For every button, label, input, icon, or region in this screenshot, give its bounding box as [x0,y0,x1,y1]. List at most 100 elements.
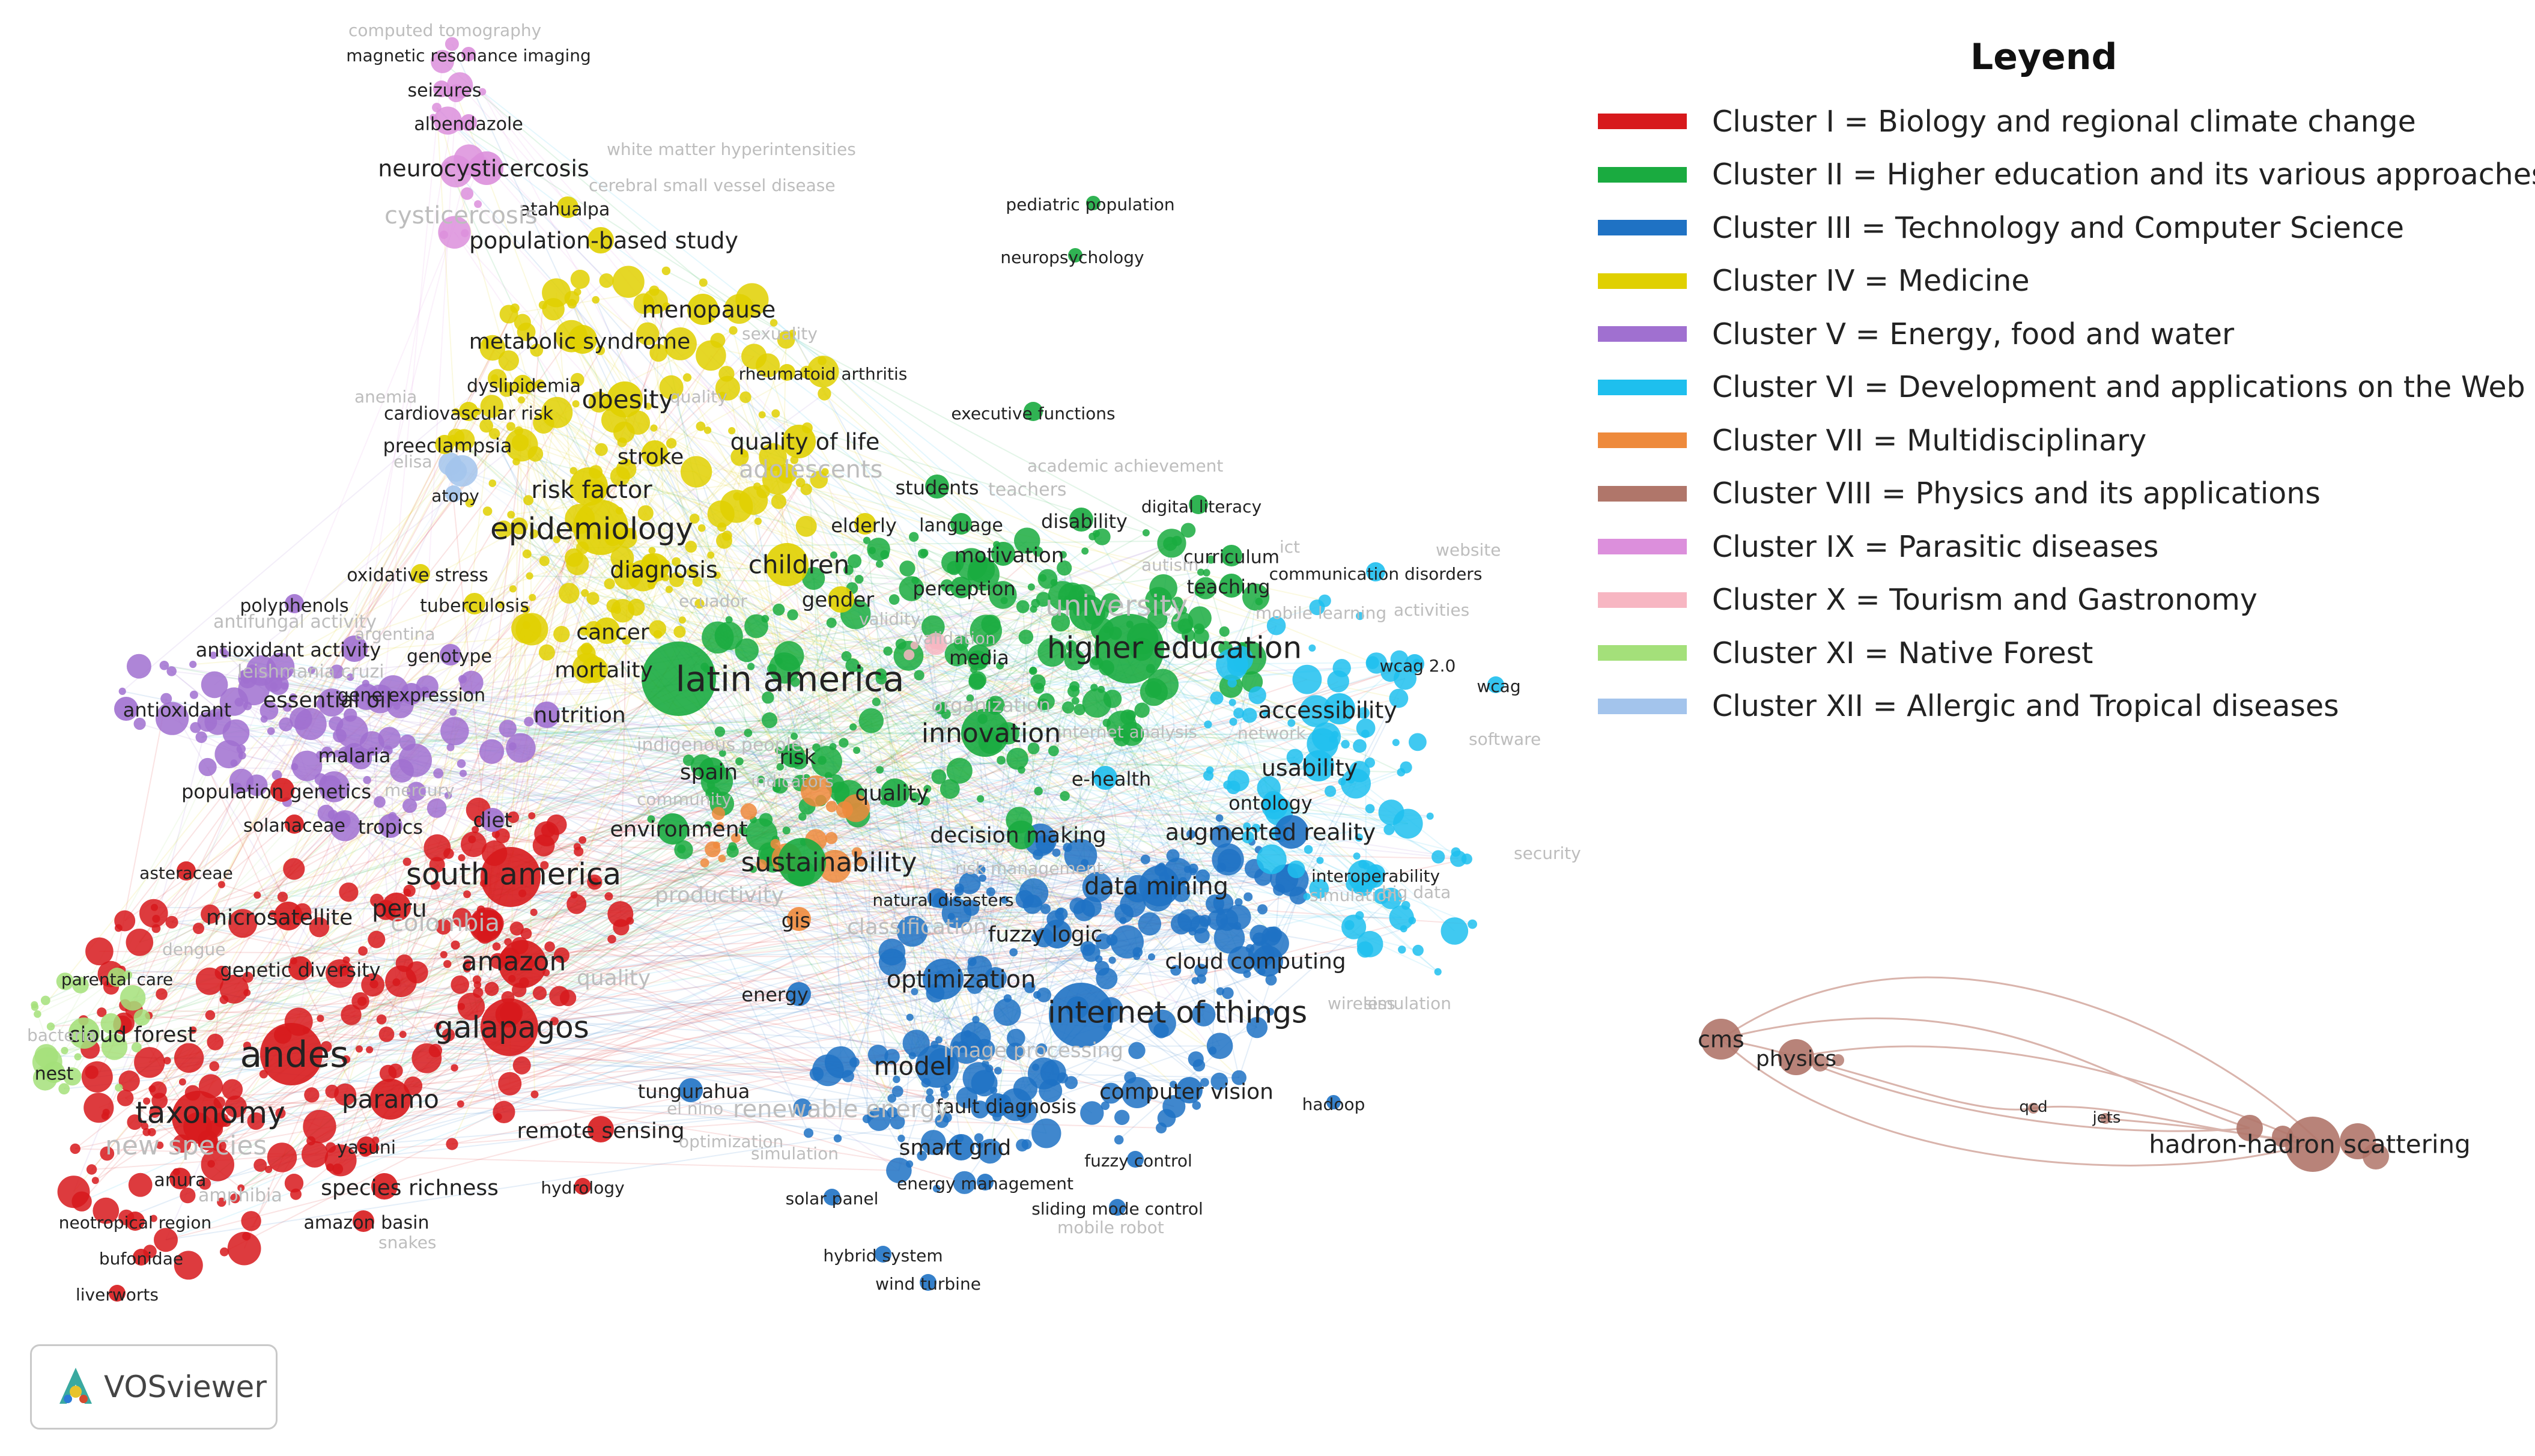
link [182,926,320,1082]
bubble [599,273,614,288]
link [482,91,796,682]
link [407,720,770,744]
bubble [685,541,697,553]
keyword-bubble [765,543,809,586]
keyword-label: smart grid [899,1136,1012,1160]
faint-label: network [1237,723,1306,743]
bubble [932,1185,941,1193]
bubble [565,548,583,567]
bubble [1027,742,1040,754]
bubble [461,831,487,857]
bubble [283,858,305,880]
bubble [1389,688,1409,708]
bubble [856,857,866,867]
bubble [1180,523,1196,538]
keyword-label: accessibility [1258,697,1397,723]
bubble [282,702,292,712]
bubble-cms [1701,1019,1741,1060]
bubble [1048,745,1059,756]
bubble [530,529,539,538]
keyword-bubble [433,80,450,97]
bubble [977,795,985,802]
keyword-label: energy management [897,1174,1073,1194]
keyword-bubble [260,1023,323,1085]
bubble [1188,1051,1204,1067]
bubble [771,409,780,418]
faint-label: anemia [354,387,417,407]
keyword-bubble [1109,1199,1126,1216]
bubble [610,546,634,570]
keyword-bubble [411,564,430,583]
bubble [739,391,751,403]
keyword-label: energy [741,983,809,1006]
bubble [243,989,251,996]
bubble [867,538,890,561]
keyword-label: natural disasters [872,890,1013,910]
bubble [222,1079,243,1100]
legend-swatch [1598,432,1687,449]
legend-swatch [1598,166,1687,183]
keyword-label: elderly [831,514,897,537]
bubble [433,768,443,778]
bubble [118,687,126,695]
bubble [1203,770,1214,781]
bubble [633,293,655,314]
legend-swatch [1598,698,1687,714]
bubble [457,1100,464,1108]
bubble [963,900,980,916]
keyword-bubble [464,593,485,614]
link [825,471,1242,647]
bubble [509,585,517,593]
link [922,553,958,900]
keyword-label: e-health [1072,768,1152,790]
bubble [225,1095,247,1118]
bubble [1062,701,1075,714]
link [959,871,1178,892]
bubble [1198,914,1212,927]
bubble [729,326,738,335]
link [586,536,914,649]
link [491,791,840,990]
bubble [174,1251,203,1280]
link [670,443,1088,949]
keyword-label: risk [780,745,816,769]
link [268,783,1356,1170]
bubble [662,302,671,311]
link [326,881,595,1048]
link [392,710,1316,817]
bubble [553,536,560,544]
bubble [152,915,160,923]
link [171,921,417,973]
legend-label: Cluster VII = Multidisciplinary [1712,423,2147,458]
link [477,632,1116,986]
link [450,687,1039,748]
bubble [499,720,517,738]
keyword-label: usability [1261,754,1358,781]
link [1261,698,1400,972]
bubble [290,707,312,730]
link [898,891,992,1171]
bubble [626,917,634,925]
bubble [1265,974,1277,986]
faint-label: website [1436,540,1501,560]
bubble [1018,766,1025,774]
bubble [1355,833,1364,842]
bubble [334,1083,357,1106]
link [696,471,982,870]
link [459,124,1097,535]
faint-label: internet analysis [1057,722,1197,742]
bubble [818,387,831,401]
link [204,585,947,1185]
bubble [830,551,837,559]
keyword-bubble [1303,750,1334,781]
keyword-bubble [1024,402,1043,421]
bubble [392,978,401,986]
keyword-bubble [881,778,909,807]
bubble [128,1172,153,1197]
link [463,772,1382,897]
link [409,648,1142,807]
bubble [1039,574,1047,582]
keyword-label: ontology [1228,792,1313,814]
legend-label: Cluster IX = Parasitic diseases [1712,529,2159,564]
